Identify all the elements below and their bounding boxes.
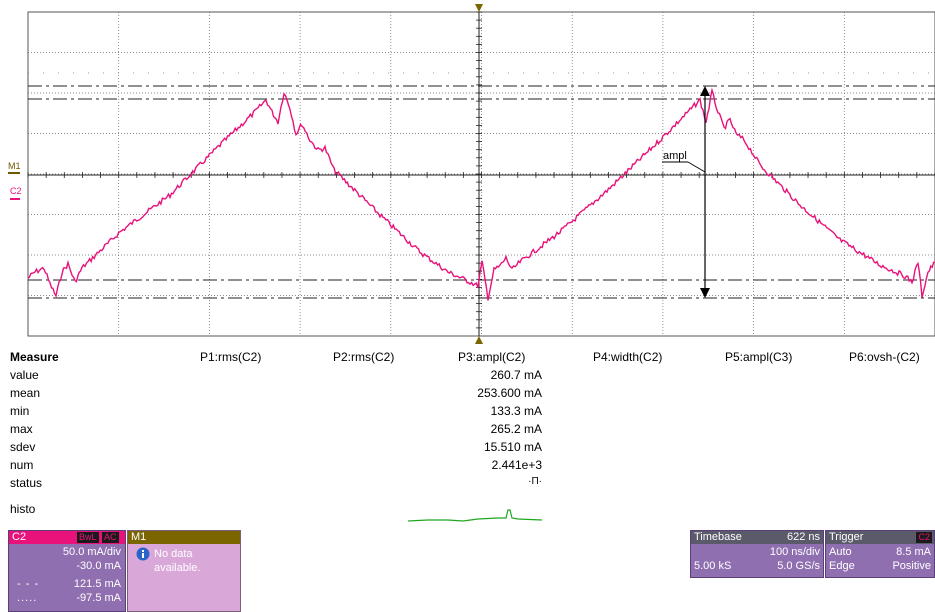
scope-display: ampl M1 C2: [8, 4, 935, 344]
measure-column-p5[interactable]: P5:ampl(C3): [725, 350, 793, 364]
trigger-header: Trigger C2: [826, 531, 934, 544]
p3-status-icon: ·Π·: [528, 476, 542, 487]
c2-descriptor-header: C2 BwL AC: [9, 531, 125, 544]
timebase-delay: 622 ns: [786, 531, 820, 543]
c2-label: C2: [12, 531, 27, 543]
m1-label: M1: [131, 531, 147, 543]
p3-sdev: 15.510 mA: [483, 440, 542, 454]
c2-channel-descriptor[interactable]: C2 BwL AC 50.0 mA/div -30.0 mA - - - 121…: [8, 530, 126, 612]
coupling-badge: AC: [102, 532, 119, 543]
row-label-value: value: [10, 368, 39, 382]
m1-descriptor-header: M1: [128, 531, 240, 544]
measure-column-p1[interactable]: P1:rms(C2): [200, 350, 262, 364]
p3-num: 2.441e+3: [491, 458, 542, 472]
ampl-arrow-bottom: [700, 288, 710, 298]
measure-column-p6[interactable]: P6:ovsh-(C2): [849, 350, 920, 364]
trigger-slope: Positive: [892, 560, 931, 572]
c2-cursor1-value: 121.5 mA: [73, 578, 121, 590]
trigger-bottom-marker: [475, 336, 483, 344]
row-label-sdev: sdev: [10, 440, 36, 454]
trigger-channel-badge: C2: [916, 532, 932, 543]
cursor2-dot-icon: .....: [17, 592, 38, 604]
p3-value: 260.7 mA: [490, 368, 542, 382]
measure-title: Measure: [10, 350, 59, 364]
trigger-type: Edge: [829, 560, 855, 572]
measure-column-p2[interactable]: P2:rms(C2): [333, 350, 395, 364]
ampl-annotation: ampl: [663, 150, 687, 162]
row-label-num: num: [10, 458, 34, 472]
m1-memory-descriptor[interactable]: M1 No data available.: [127, 530, 241, 612]
p3-max: 265.2 mA: [490, 422, 542, 436]
m1-marker-label: M1: [8, 161, 21, 171]
info-icon: [136, 547, 150, 561]
trigger-mode: Auto: [829, 546, 852, 558]
measure-column-p3[interactable]: P3:ampl(C2): [458, 350, 526, 364]
c2-marker-label: C2: [10, 186, 22, 196]
measure-column-p4[interactable]: P4:width(C2): [593, 350, 663, 364]
trigger-level: 8.5 mA: [896, 546, 931, 558]
m1-message: No data available.: [154, 548, 201, 574]
row-label-status: status: [10, 476, 43, 490]
ampl-leader-line: [687, 161, 706, 173]
timebase-samples: 5.00 kS: [694, 560, 732, 572]
waveform-graticule: ampl M1 C2: [8, 4, 935, 344]
timebase-rate: 5.0 GS/s: [777, 560, 820, 572]
p3-mean: 253.600 mA: [477, 386, 542, 400]
row-label-max: max: [10, 422, 33, 436]
c2-offset: -30.0 mA: [76, 560, 121, 572]
timebase-header: Timebase 622 ns: [691, 531, 823, 544]
p3-histogram: [408, 509, 543, 522]
ampl-arrow-top: [700, 86, 710, 96]
trigger-descriptor[interactable]: Trigger C2 Auto 8.5 mA Edge Positive: [825, 530, 935, 578]
timebase-descriptor[interactable]: Timebase 622 ns 100 ns/div 5.00 kS 5.0 G…: [690, 530, 824, 578]
trigger-label: Trigger: [829, 531, 864, 543]
row-label-mean: mean: [10, 386, 41, 400]
cursor1-dash-icon: - - -: [17, 578, 40, 590]
row-label-histo: histo: [10, 502, 36, 516]
c2-waveform-trace: [27, 87, 935, 301]
timebase-per-div: 100 ns/div: [769, 546, 820, 558]
bwl-badge: BwL: [77, 532, 99, 543]
row-label-min: min: [10, 404, 30, 418]
c2-cursor2-value: -97.5 mA: [76, 592, 121, 604]
c2-scale: 50.0 mA/div: [62, 546, 121, 558]
trigger-top-marker: [475, 4, 483, 12]
timebase-label: Timebase: [694, 531, 742, 543]
p3-min: 133.3 mA: [490, 404, 542, 418]
